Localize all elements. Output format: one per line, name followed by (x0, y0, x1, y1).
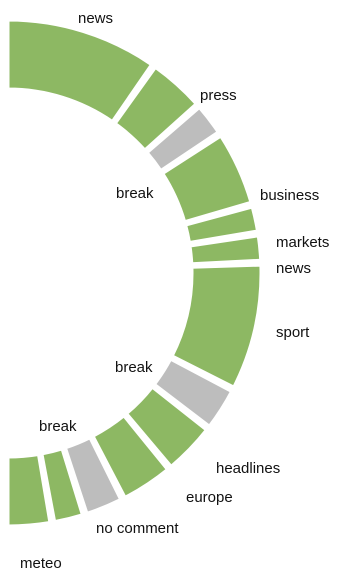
label-news-mid: news (276, 260, 311, 277)
label-business: business (260, 187, 319, 204)
label-markets: markets (276, 234, 329, 251)
label-break-2: break (115, 359, 153, 376)
label-press: press (200, 87, 237, 104)
slice-1-press (113, 65, 199, 153)
ring-slices (6, 18, 263, 528)
label-sport: sport (276, 324, 310, 341)
label-meteo: meteo (20, 555, 62, 572)
slice-3-business (160, 134, 253, 224)
slice-labels: news press break business markets news s… (20, 10, 329, 572)
label-europe: europe (186, 489, 233, 506)
label-news-top: news (78, 10, 113, 27)
slice-9-europe (91, 413, 170, 500)
slice-2-break (145, 105, 221, 173)
slice-4-markets (183, 205, 260, 245)
label-break-1: break (116, 185, 154, 202)
slice-7-break (152, 357, 234, 429)
slice-0-news (6, 18, 154, 124)
label-no-comment: no comment (96, 520, 179, 537)
slice-8-headlines (124, 385, 209, 469)
slice-6-sport (170, 263, 263, 390)
slice-12-meteo (6, 452, 52, 528)
label-break-3: break (39, 418, 77, 435)
slice-10-break (63, 435, 123, 516)
label-headlines: headlines (216, 460, 280, 477)
slice-5-news (188, 234, 263, 266)
slice-11-no-comment (40, 447, 85, 524)
